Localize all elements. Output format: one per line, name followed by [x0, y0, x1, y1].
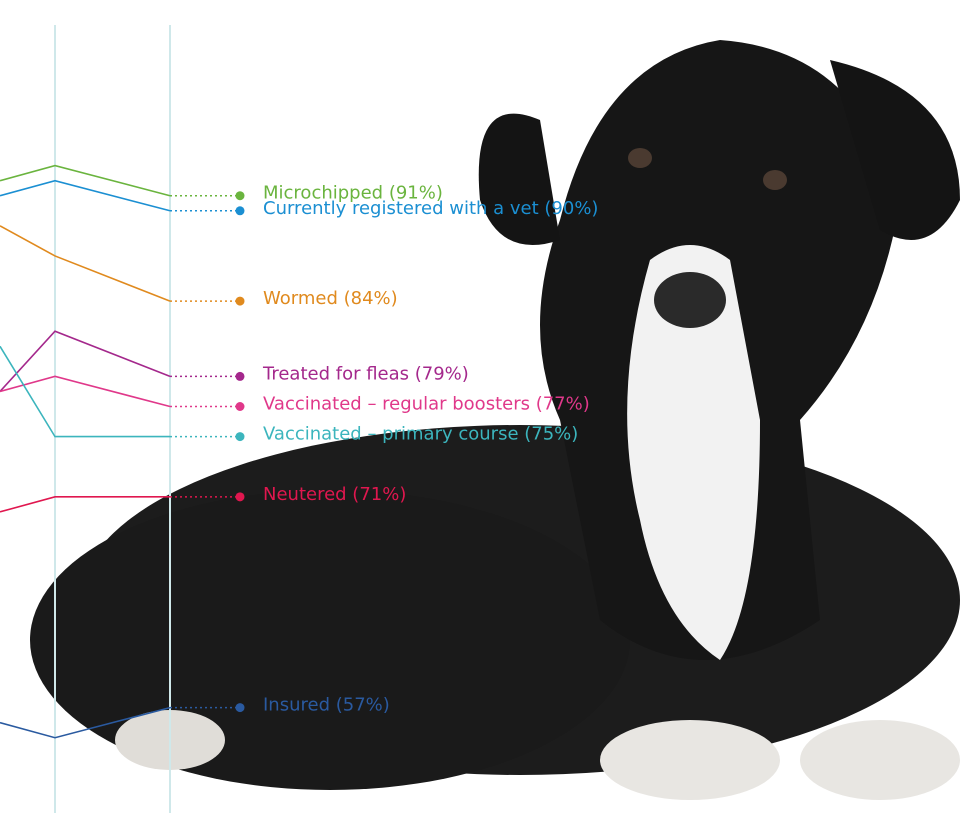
- series-label: Treated for fleas (79%): [262, 363, 469, 384]
- series-label: Currently registered with a vet (90%): [263, 198, 598, 219]
- series-label: Insured (57%): [263, 695, 390, 716]
- series-line: [0, 164, 171, 197]
- series-label: Wormed (84%): [263, 288, 398, 309]
- dog-photo: [30, 40, 960, 800]
- series-label: Neutered (71%): [263, 484, 406, 505]
- end-dot: [235, 371, 245, 381]
- series-label: Vaccinated – primary course (75%): [263, 424, 578, 445]
- end-dot: [235, 492, 245, 502]
- series-line: [0, 345, 170, 438]
- end-dot: [235, 296, 245, 306]
- end-dot: [235, 402, 245, 411]
- series-line: [0, 179, 171, 212]
- series-line: [0, 330, 171, 392]
- end-dot: [235, 206, 245, 216]
- end-dot: [235, 432, 245, 442]
- series-line: [0, 706, 171, 739]
- end-dot: [235, 703, 245, 713]
- series-line: [0, 496, 170, 513]
- series-label: Microchipped (91%): [263, 183, 443, 204]
- series-label: Vaccinated – regular boosters (77%): [263, 394, 590, 415]
- series-line: [0, 375, 171, 408]
- series-line: [0, 225, 171, 302]
- end-dot: [235, 191, 245, 201]
